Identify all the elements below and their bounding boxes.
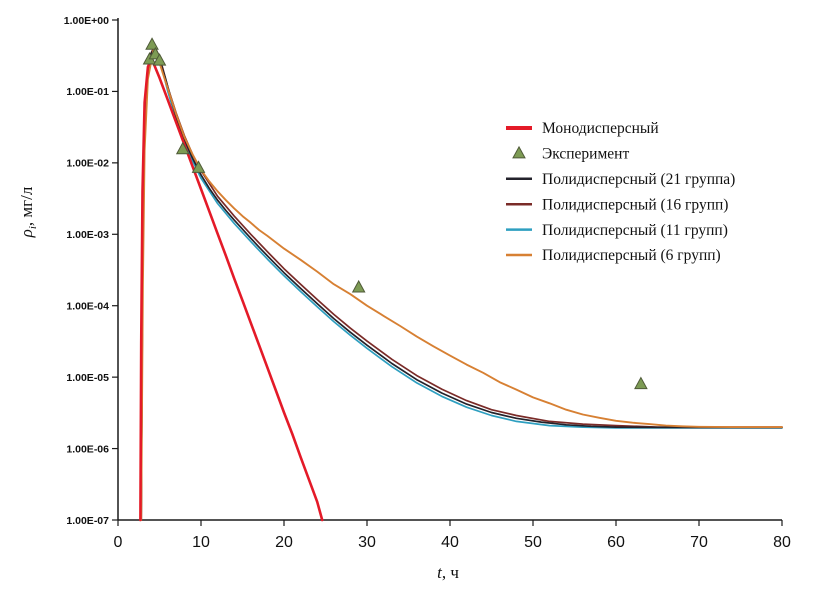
experiment-marker	[175, 141, 190, 155]
experiment-marker	[351, 279, 366, 293]
legend-swatch-triangle	[512, 145, 526, 159]
legend-label: Полидисперсный (16 групп)	[542, 196, 728, 213]
y-tick-label: 1.00E-01	[66, 86, 109, 98]
experiment-marker	[634, 376, 648, 390]
x-tick-label: 30	[358, 534, 376, 551]
x-tick-label: 80	[773, 534, 791, 551]
y-tick-label: 1.00E+00	[64, 15, 109, 27]
legend-label: Полидисперсный (11 групп)	[542, 222, 728, 239]
legend-label: Полидисперсный (21 группа)	[542, 171, 735, 188]
experiment-marker	[145, 37, 159, 50]
series-line-poly6	[140, 47, 783, 521]
y-axis-title: ρi, мг/л	[17, 186, 39, 238]
y-tick-label: 1.00E-07	[66, 515, 109, 527]
legend-label: Эксперимент	[542, 146, 629, 163]
legend-label: Полидисперсный (6 групп)	[542, 247, 721, 264]
x-tick-label: 20	[275, 534, 293, 551]
experiment-marker	[152, 53, 167, 66]
x-tick-label: 10	[192, 534, 210, 551]
series-line-mono	[139, 57, 324, 522]
y-tick-label: 1.00E-06	[66, 443, 109, 455]
y-tick-label: 1.00E-04	[66, 301, 109, 313]
experiment-marker	[191, 160, 206, 173]
x-tick-label: 40	[441, 534, 459, 551]
x-axis-title: t, ч	[437, 563, 459, 582]
y-tick-label: 1.00E-02	[66, 158, 109, 170]
y-tick-label: 1.00E-05	[66, 372, 109, 384]
x-tick-label: 0	[114, 534, 123, 551]
y-tick-label: 1.00E-03	[66, 229, 109, 241]
x-tick-label: 70	[690, 534, 708, 551]
x-tick-label: 50	[524, 534, 542, 551]
legend-label: Монодисперсный	[542, 120, 659, 137]
x-tick-label: 60	[607, 534, 625, 551]
series-line-poly16	[140, 45, 783, 521]
